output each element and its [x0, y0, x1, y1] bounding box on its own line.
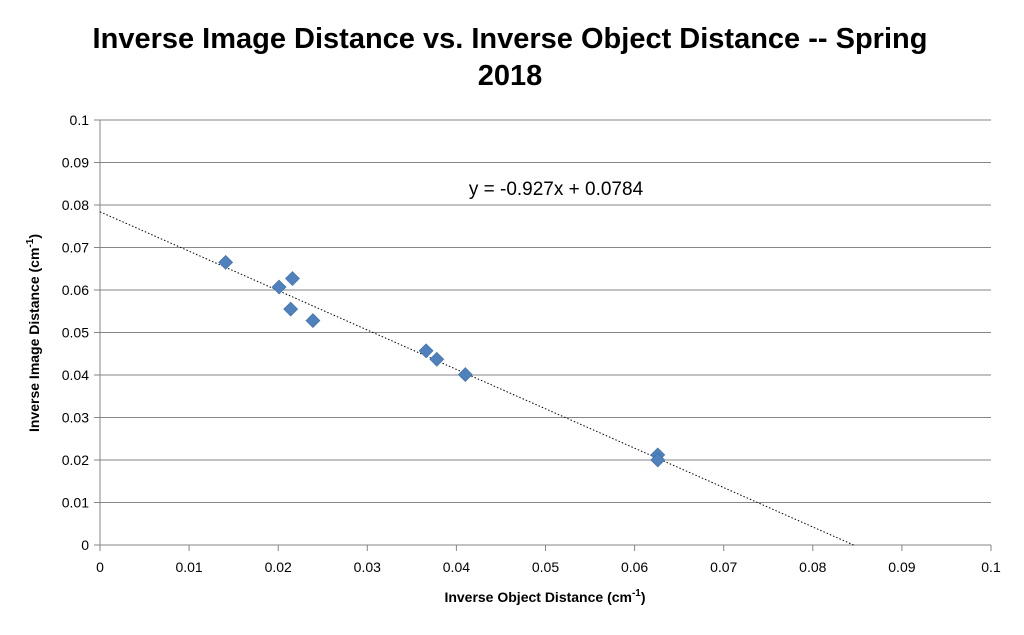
x-axis-title-sup: -1: [632, 588, 641, 599]
y-tick-label: 0.01: [62, 495, 89, 511]
data-points: [218, 254, 666, 468]
x-tick-labels: 0 0.01 0.02 0.03 0.04 0.05 0.06 0.07 0.08 0.09 0.1: [96, 559, 1001, 575]
y-tick-label: 0.1: [70, 112, 90, 128]
x-tick-label: 0.01: [175, 559, 202, 575]
x-axis-title-close: ): [641, 589, 646, 605]
x-tick-label: 0.02: [265, 559, 292, 575]
y-tick-label: 0.06: [62, 282, 89, 298]
data-point-marker: [457, 367, 473, 382]
data-point-marker: [271, 279, 287, 295]
data-point-marker: [285, 271, 300, 286]
y-tick-label: 0.04: [62, 367, 89, 383]
trendline-group: [99, 211, 854, 546]
x-tick-label: 0.1: [981, 559, 1001, 575]
y-tick-label: 0.08: [62, 197, 89, 213]
x-tick-label: 0.05: [532, 559, 559, 575]
data-point-marker: [305, 313, 321, 329]
y-tick-label: 0: [81, 537, 89, 553]
y-axis-title-close: ): [26, 234, 42, 239]
x-tick-label: 0.03: [354, 559, 381, 575]
y-tick-label: 0.02: [62, 452, 89, 468]
y-axis-title-text: Inverse Image Distance (cm: [26, 248, 42, 432]
y-tick-label: 0.05: [62, 325, 89, 341]
y-tick-labels: 0 0.01 0.02 0.03 0.04 0.05 0.06 0.07 0.08 0.09 0.1: [62, 112, 89, 553]
y-tick-label: 0.03: [62, 410, 89, 426]
y-axis-title-sup: -1: [25, 238, 36, 247]
trendline: [99, 211, 854, 546]
data-point-marker: [418, 343, 434, 359]
x-tick-label: 0.04: [443, 559, 470, 575]
trendline-equation: y = -0.927x + 0.0784: [469, 179, 644, 200]
data-point-marker: [650, 452, 666, 468]
chart-title-line-1: Inverse Image Distance vs. Inverse Objec…: [93, 23, 928, 55]
x-tick-label: 0.06: [621, 559, 648, 575]
y-axis-title: Inverse Image Distance (cm-1): [25, 234, 42, 432]
x-tick-label: 0.08: [799, 559, 826, 575]
data-point-marker: [218, 254, 234, 270]
gridlines: [100, 119, 991, 503]
data-point-marker: [283, 301, 299, 317]
chart-title-line-2: 2018: [478, 60, 543, 92]
y-tick-label: 0.09: [62, 155, 89, 171]
axes: [94, 119, 992, 551]
x-tick-label: 0.09: [888, 559, 915, 575]
y-tick-label: 0.07: [62, 240, 89, 256]
x-axis-title-text: Inverse Object Distance (cm: [444, 589, 632, 605]
x-tick-label: 0.07: [710, 559, 737, 575]
x-axis-title: Inverse Object Distance (cm-1): [444, 588, 645, 605]
data-point-marker: [429, 351, 445, 367]
x-tick-label: 0: [96, 559, 104, 575]
